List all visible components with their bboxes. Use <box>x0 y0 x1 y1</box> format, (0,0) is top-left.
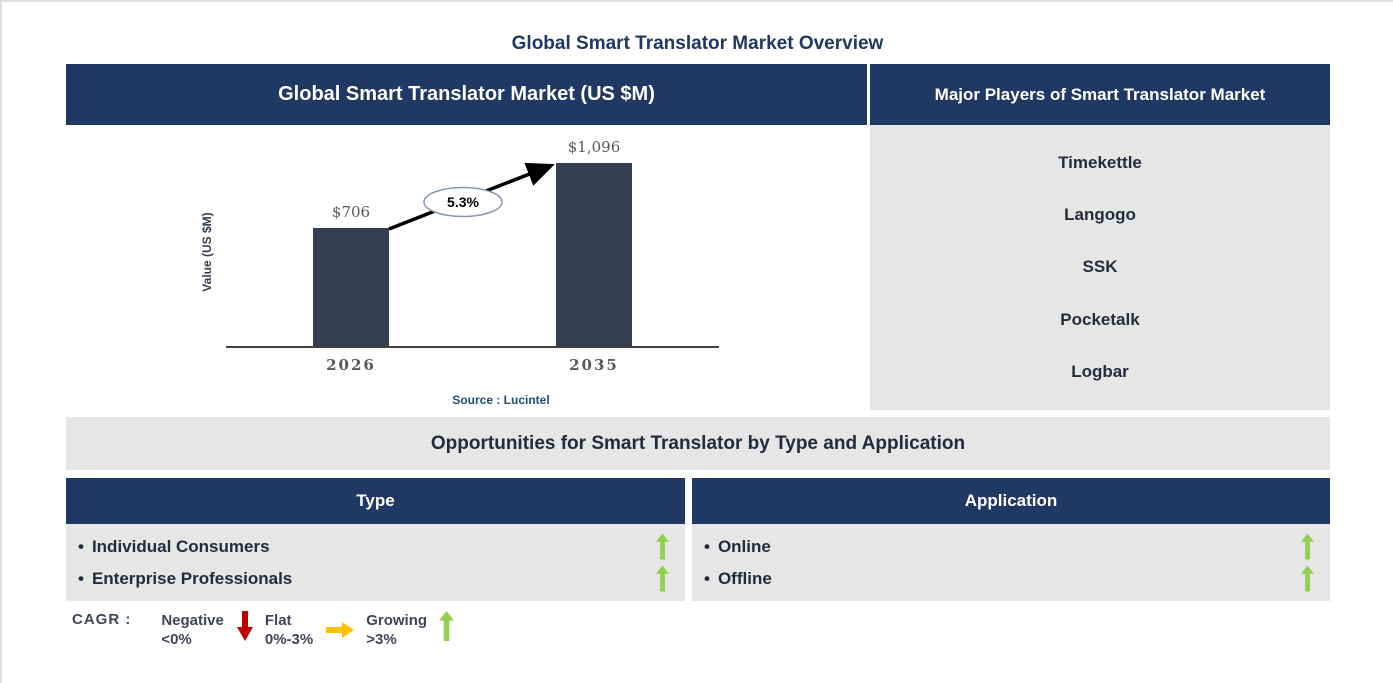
type-panel-header: Type <box>66 478 685 524</box>
type-items: • Individual Consumers • Enterprise Prof… <box>66 524 685 601</box>
flat-right-arrow-icon <box>326 622 355 638</box>
application-item: • Offline <box>704 565 1316 592</box>
player-name: Pocketalk <box>1060 309 1140 329</box>
players-list: Timekettle Langogo SSK Pocketalk Logbar <box>870 125 1330 410</box>
x-tick-2035: 2035 <box>569 356 619 374</box>
cagr-legend: CAGR : Negative <0% Flat 0%-3% Growing >… <box>72 611 455 649</box>
opportunities-banner: Opportunities for Smart Translator by Ty… <box>66 417 1330 470</box>
type-item-label: Individual Consumers <box>91 536 270 556</box>
bullet: • <box>704 536 710 556</box>
chart-panel-header: Global Smart Translator Market (US $M) <box>66 64 867 125</box>
legend-growing: Growing >3% <box>366 612 428 648</box>
x-tick-2026: 2026 <box>326 356 376 374</box>
bar-2035 <box>556 163 632 347</box>
player-name: Logbar <box>1071 361 1129 381</box>
plot-area: $706 $1,096 <box>227 138 718 347</box>
type-item: • Individual Consumers <box>78 533 671 560</box>
type-item: • Enterprise Professionals <box>78 565 671 592</box>
x-axis <box>226 346 719 348</box>
legend-negative: Negative <0% <box>161 612 224 648</box>
type-item-label: Enterprise Professionals <box>91 568 293 588</box>
application-items: • Online • Offline <box>692 524 1330 601</box>
growing-up-arrow-icon <box>656 565 669 592</box>
application-item: • Online <box>704 533 1316 560</box>
growing-up-arrow-icon <box>1301 533 1314 560</box>
bullet: • <box>78 568 84 588</box>
bar-chart: Value (US $M) $706 $1,096 2026 2035 5.3%… <box>66 125 867 414</box>
bar-value-label: $1,096 <box>567 138 621 156</box>
bar-value-label: $706 <box>331 203 371 221</box>
bullet: • <box>78 536 84 556</box>
bar-2026 <box>313 228 389 347</box>
player-name: Timekettle <box>1058 153 1142 173</box>
growing-up-arrow-icon <box>1301 565 1314 592</box>
player-name: Langogo <box>1064 205 1136 225</box>
application-item-label: Offline <box>717 568 772 588</box>
application-item-label: Online <box>717 536 771 556</box>
player-name: SSK <box>1082 257 1118 277</box>
legend-flat: Flat 0%-3% <box>264 612 314 648</box>
growing-up-arrow-icon <box>656 533 669 560</box>
application-panel-header: Application <box>692 478 1330 524</box>
page-title: Global Smart Translator Market Overview <box>511 33 884 54</box>
y-axis-label: Value (US $M) <box>200 212 214 292</box>
growing-up-arrow-icon <box>439 611 455 641</box>
negative-down-arrow-icon <box>236 611 253 641</box>
legend-title: CAGR : <box>72 611 132 628</box>
players-panel-header: Major Players of Smart Translator Market <box>870 64 1330 125</box>
source-note: Source : Lucintel <box>452 393 550 407</box>
bullet: • <box>704 568 710 588</box>
